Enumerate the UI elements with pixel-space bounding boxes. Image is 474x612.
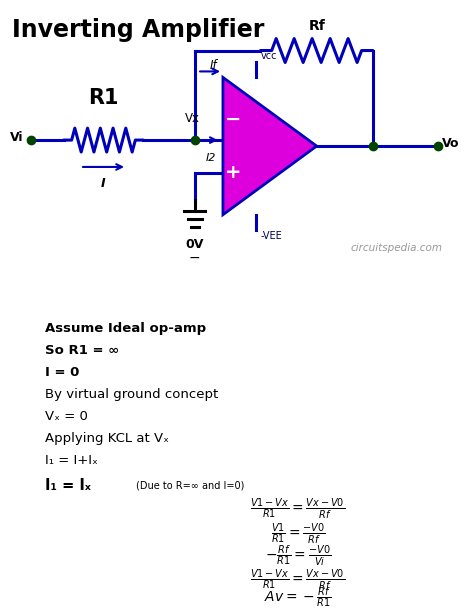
Text: R1: R1: [88, 88, 119, 108]
Text: Assume Ideal op-amp: Assume Ideal op-amp: [45, 322, 206, 335]
Text: Vx: Vx: [185, 112, 200, 125]
Text: $-\frac{Rf}{R1} = \frac{-V0}{Vi}$: $-\frac{Rf}{R1} = \frac{-V0}{Vi}$: [265, 544, 331, 569]
Text: $\frac{V1}{R1} = \frac{-V0}{Rf}$: $\frac{V1}{R1} = \frac{-V0}{Rf}$: [271, 521, 325, 547]
Text: Applying KCL at Vₓ: Applying KCL at Vₓ: [45, 432, 169, 445]
Text: Vi: Vi: [10, 130, 24, 144]
Text: Vo: Vo: [442, 136, 460, 149]
Text: By virtual ground concept: By virtual ground concept: [45, 388, 218, 401]
Text: If: If: [210, 59, 218, 72]
Text: −: −: [189, 251, 201, 265]
Text: Vₓ = 0: Vₓ = 0: [45, 410, 88, 423]
Text: Rf: Rf: [308, 18, 325, 32]
Text: I = 0: I = 0: [45, 366, 79, 379]
Text: So R1 = ∞: So R1 = ∞: [45, 344, 119, 357]
Text: +: +: [225, 163, 241, 182]
Text: $\frac{V1 - Vx}{R1} = \frac{Vx - V0}{Rf}$: $\frac{V1 - Vx}{R1} = \frac{Vx - V0}{Rf}…: [250, 496, 346, 521]
Text: circuitspedia.com: circuitspedia.com: [350, 242, 442, 253]
Text: -VEE: -VEE: [260, 231, 282, 241]
Text: Inverting Amplifier: Inverting Amplifier: [12, 18, 264, 42]
Text: 0V: 0V: [186, 238, 204, 251]
Polygon shape: [223, 77, 317, 215]
Text: (Due to R=∞ and I=0): (Due to R=∞ and I=0): [137, 480, 245, 490]
Text: I2: I2: [206, 153, 217, 163]
Text: I: I: [101, 177, 106, 190]
Text: I₁ = Iₓ: I₁ = Iₓ: [45, 477, 91, 493]
Text: $\frac{V1 - Vx}{R1} = \frac{Vx - V0}{Rf}$: $\frac{V1 - Vx}{R1} = \frac{Vx - V0}{Rf}…: [250, 568, 346, 593]
Text: vcc: vcc: [260, 51, 277, 61]
Text: I₁ = I+Iₓ: I₁ = I+Iₓ: [45, 454, 98, 467]
Text: −: −: [225, 110, 241, 129]
Text: $Av = -\frac{Rf}{R1}$: $Av = -\frac{Rf}{R1}$: [264, 585, 332, 608]
